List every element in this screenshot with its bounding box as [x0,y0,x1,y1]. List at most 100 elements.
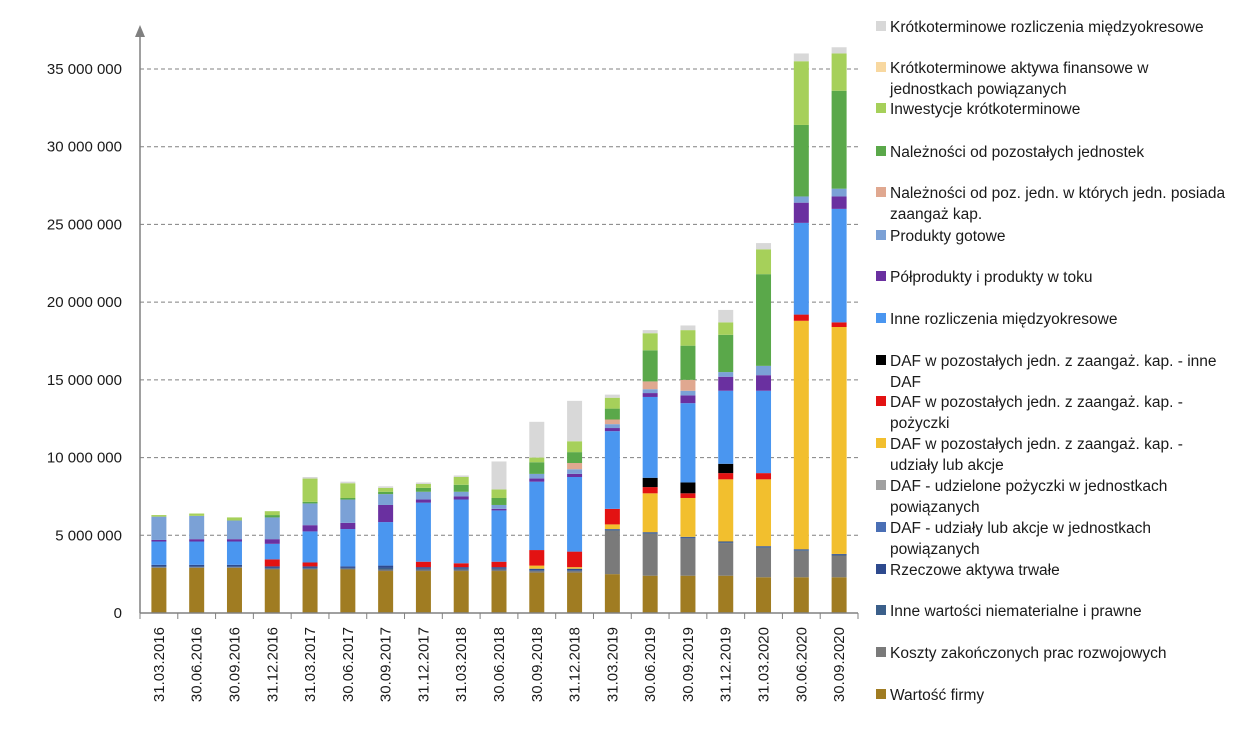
legend-swatch [876,187,886,197]
bar-segment [529,473,545,479]
bar-segment [302,568,318,570]
legend: Krótkoterminowe rozliczenia międzyokreso… [868,0,1239,731]
bar-segment [680,379,696,391]
bar-segment [453,496,469,500]
bar-segment [151,539,167,542]
legend-label: Krótkoterminowe rozliczenia międzyokreso… [890,19,1204,36]
bar-segment [642,532,658,533]
bar-segment [226,520,242,540]
bar-segment [831,188,847,197]
bar-segment [415,482,431,484]
legend-swatch [876,605,886,615]
bar-segment [302,478,318,502]
bar-segment [567,567,583,569]
legend-label: Należności od poz. jedn. w których jedn.… [890,185,1226,223]
bar-segment [453,567,469,569]
bar-segment [567,400,583,442]
bar-segment [680,482,696,494]
bar-segment [604,397,620,409]
bar-segment [453,568,469,570]
bar-segment [415,487,431,492]
x-tick-label: 31.03.2019 [604,627,621,702]
bar-segment [453,571,469,613]
bar-segment [302,566,318,568]
bar-segment [340,481,356,484]
bar-segment [302,569,318,613]
bar-segment [453,477,469,485]
bar-segment [680,325,696,331]
bar-segment [189,541,205,565]
bar-segment [718,541,734,543]
bar-segment [302,531,318,563]
bar-segment [226,567,242,568]
bar-segment [491,567,507,569]
bar-segment [604,508,620,525]
x-tick-label: 30.06.2018 [491,627,508,702]
bar-segment [831,53,847,91]
bar-segment [642,330,658,334]
bar-segment [567,463,583,470]
x-tick-label: 31.12.2018 [567,627,584,702]
bar-segment [756,243,772,250]
bar-segment [567,568,583,571]
legend-swatch [876,271,886,281]
legend-swatch [876,146,886,156]
bar-segment [302,501,318,504]
bar-segment [378,522,394,566]
bar-segment [378,569,394,572]
bar-segment [378,571,394,613]
bar-segment [529,457,545,463]
bar-segment [567,477,583,552]
bar-segment [189,564,205,567]
legend-swatch [876,355,886,365]
bar-segment [529,565,545,569]
bar-segment [718,376,734,391]
bar-segment [793,314,809,321]
x-tick-label: 31.12.2017 [415,627,432,702]
bar-segment [831,90,847,189]
bar-segment [340,566,356,568]
bar-segment [567,469,583,474]
bar-segment [453,484,469,492]
x-tick-label: 31.12.2016 [264,627,281,702]
legend-label: Inne wartości niematerialne i prawne [890,603,1142,620]
axes [135,25,858,619]
bar-segment [680,330,696,346]
bar-segment [453,499,469,564]
bar-segment [604,530,620,575]
bar-segment [264,517,280,540]
y-tick-label: 20 000 000 [47,294,122,311]
bar-segment [415,569,431,572]
bar-segment [831,555,847,578]
legend-label: Wartość firmy [890,687,985,704]
legend-label: DAF w pozostałych jedn. z zaangaż. kap. … [890,394,1183,432]
bar-segment [151,541,167,565]
bar-segment [642,487,658,494]
bar-segment [302,567,318,569]
bar-segment [189,539,205,542]
bar-segment [793,549,809,551]
x-tick-label: 31.03.2020 [756,627,773,702]
bar-segment [264,567,280,569]
x-tick-label: 30.06.2020 [793,627,810,702]
bar-segment [378,487,394,492]
bar-segment [151,516,167,540]
bar-segment [453,475,469,477]
legend-label: Krótkoterminowe aktywa finansowe w jedno… [890,60,1149,98]
bar-segment [415,568,431,570]
bar-segment [604,424,620,429]
legend-label: DAF w pozostałych jedn. z zaangaż. kap. … [890,353,1217,391]
bar-segment [264,569,280,613]
bar-segment [718,543,734,576]
bar-segment [378,491,394,495]
bar-segment [831,554,847,556]
bar-segment [642,575,658,613]
gridlines [140,68,858,536]
bar-segment [378,567,394,570]
legend-label: DAF - udziały lub akcje w jednostkach po… [890,520,1152,558]
bar-segment [756,375,772,391]
bar-segment [718,479,734,542]
bar-segment [793,61,809,125]
x-tick-label: 31.12.2019 [718,627,735,702]
x-tick-label: 31.03.2016 [151,627,168,702]
